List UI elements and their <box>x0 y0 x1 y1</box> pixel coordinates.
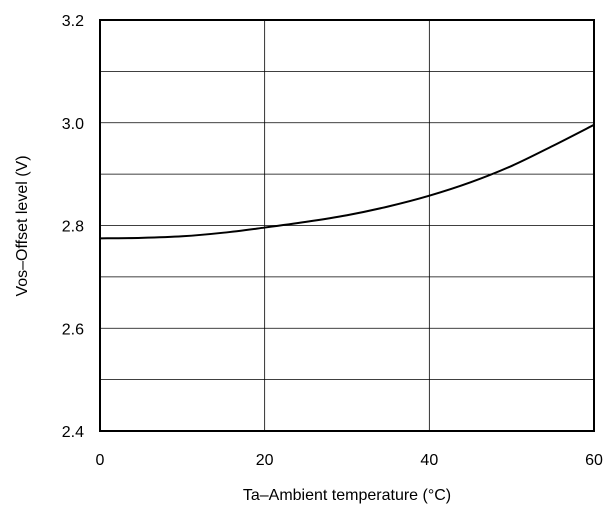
x-tick-labels: 0 20 40 60 <box>96 452 603 469</box>
x-axis-label: Ta–Ambient temperature (°C) <box>243 487 451 504</box>
y-axis-label: Vos–Offset level (V) <box>14 155 31 296</box>
y-tick-labels: 2.4 2.6 2.8 3.0 3.2 <box>62 13 84 441</box>
series-line <box>99 123 595 240</box>
plot-frame <box>99 19 595 432</box>
y-tick-label: 2.6 <box>62 321 84 338</box>
x-tick-label: 0 <box>96 452 105 469</box>
x-tick-label: 40 <box>420 452 438 469</box>
series-layer <box>99 123 595 240</box>
y-tick-label: 2.4 <box>62 424 84 441</box>
y-tick-label: 3.0 <box>62 116 84 133</box>
y-tick-label: 2.8 <box>62 219 84 236</box>
y-tick-label: 3.2 <box>62 13 84 30</box>
gridlines <box>100 20 594 431</box>
x-tick-label: 60 <box>585 452 603 469</box>
x-tick-label: 20 <box>256 452 274 469</box>
